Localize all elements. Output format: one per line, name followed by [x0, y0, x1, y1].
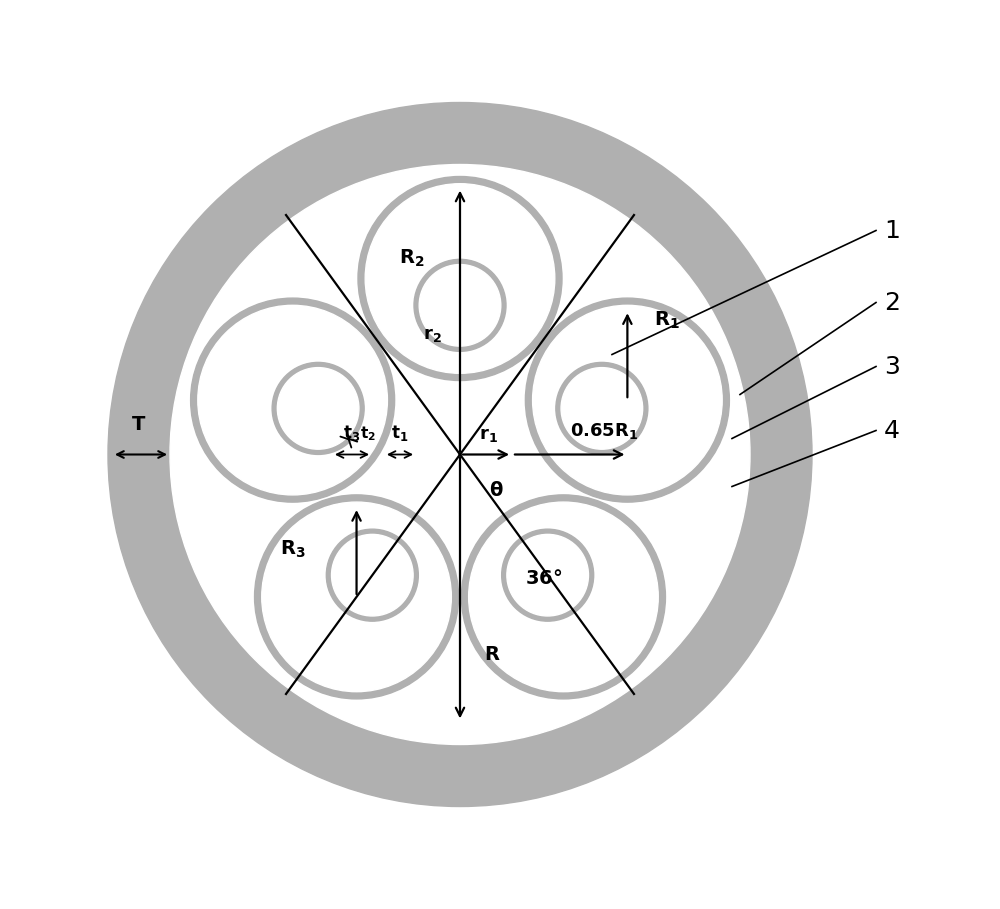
- Text: 1: 1: [884, 218, 900, 243]
- Text: $\mathbf{R}$: $\mathbf{R}$: [484, 645, 500, 664]
- Text: $\mathbf{R_2}$: $\mathbf{R_2}$: [399, 248, 425, 269]
- Circle shape: [326, 529, 418, 621]
- Circle shape: [556, 363, 648, 454]
- Circle shape: [255, 494, 459, 699]
- Text: $\mathbf{r_1}$: $\mathbf{r_1}$: [479, 425, 497, 444]
- Circle shape: [262, 502, 451, 692]
- Circle shape: [561, 367, 643, 449]
- Circle shape: [419, 265, 501, 346]
- Text: $\mathbf{R_3}$: $\mathbf{R_3}$: [280, 538, 305, 560]
- Circle shape: [108, 103, 812, 806]
- Text: $\mathbf{t_2}$: $\mathbf{t_2}$: [360, 425, 376, 444]
- Text: $\mathbf{T}$: $\mathbf{T}$: [131, 415, 147, 434]
- Text: $\mathbf{36°}$: $\mathbf{36°}$: [525, 569, 563, 588]
- Circle shape: [461, 494, 665, 699]
- Circle shape: [533, 305, 722, 494]
- Circle shape: [272, 363, 364, 454]
- Text: $\mathbf{r_2}$: $\mathbf{r_2}$: [423, 325, 441, 344]
- Text: $\mathbf{\theta}$: $\mathbf{\theta}$: [489, 481, 503, 500]
- Circle shape: [469, 502, 658, 692]
- Text: $\mathbf{R_1}$: $\mathbf{R_1}$: [654, 309, 680, 331]
- Circle shape: [507, 534, 588, 616]
- Text: $\mathbf{t_1}$: $\mathbf{t_1}$: [391, 423, 409, 443]
- Text: 3: 3: [884, 355, 900, 378]
- Circle shape: [332, 534, 413, 616]
- Circle shape: [502, 529, 594, 621]
- Text: $\mathbf{0.65R_1}$: $\mathbf{0.65R_1}$: [570, 421, 638, 441]
- Circle shape: [365, 184, 555, 374]
- Circle shape: [191, 298, 395, 502]
- Text: 2: 2: [884, 291, 900, 315]
- Circle shape: [358, 176, 562, 381]
- Circle shape: [277, 367, 359, 449]
- Circle shape: [414, 259, 506, 352]
- Text: 4: 4: [884, 418, 900, 443]
- Text: $\mathbf{t_3}$: $\mathbf{t_3}$: [343, 423, 361, 443]
- Circle shape: [170, 165, 750, 744]
- Circle shape: [525, 298, 729, 502]
- Circle shape: [198, 305, 387, 494]
